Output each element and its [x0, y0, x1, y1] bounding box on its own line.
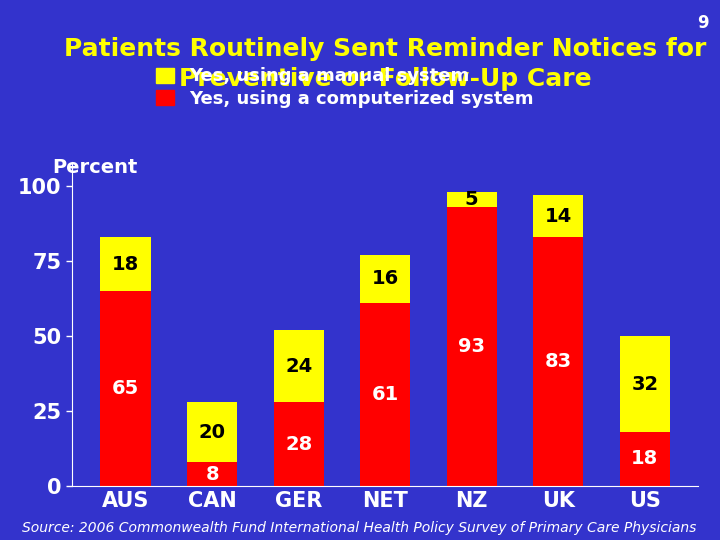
Legend: Yes, using a manual system, Yes, using a computerized system: Yes, using a manual system, Yes, using a… — [156, 68, 534, 108]
Text: 93: 93 — [458, 337, 485, 356]
Text: 20: 20 — [199, 422, 225, 442]
Text: 24: 24 — [285, 356, 312, 375]
Text: 28: 28 — [285, 435, 312, 454]
Bar — [187, 402, 237, 462]
Text: 16: 16 — [372, 269, 399, 288]
Text: 5: 5 — [465, 190, 479, 209]
Bar — [534, 237, 583, 486]
Text: 14: 14 — [544, 206, 572, 226]
Text: 83: 83 — [545, 352, 572, 371]
Bar — [534, 195, 583, 237]
Bar — [446, 207, 497, 486]
Text: 61: 61 — [372, 385, 399, 404]
Text: 18: 18 — [112, 254, 139, 273]
Text: Source: 2006 Commonwealth Fund International Health Policy Survey of Primary Car: Source: 2006 Commonwealth Fund Internati… — [22, 521, 696, 535]
Bar — [101, 237, 150, 291]
Text: 9: 9 — [698, 14, 709, 31]
Text: 18: 18 — [631, 449, 659, 469]
Title: Patients Routinely Sent Reminder Notices for
Preventive or Follow-Up Care: Patients Routinely Sent Reminder Notices… — [64, 37, 706, 91]
Bar — [360, 255, 410, 303]
Bar — [101, 291, 150, 486]
Bar — [446, 192, 497, 207]
Bar — [274, 330, 324, 402]
Text: 32: 32 — [631, 375, 658, 394]
Text: 8: 8 — [205, 464, 219, 483]
Bar — [187, 462, 237, 486]
Text: Percent: Percent — [52, 158, 138, 177]
Bar — [360, 303, 410, 486]
Bar — [620, 336, 670, 432]
Text: 65: 65 — [112, 379, 139, 398]
Bar — [274, 402, 324, 486]
Bar — [620, 432, 670, 486]
